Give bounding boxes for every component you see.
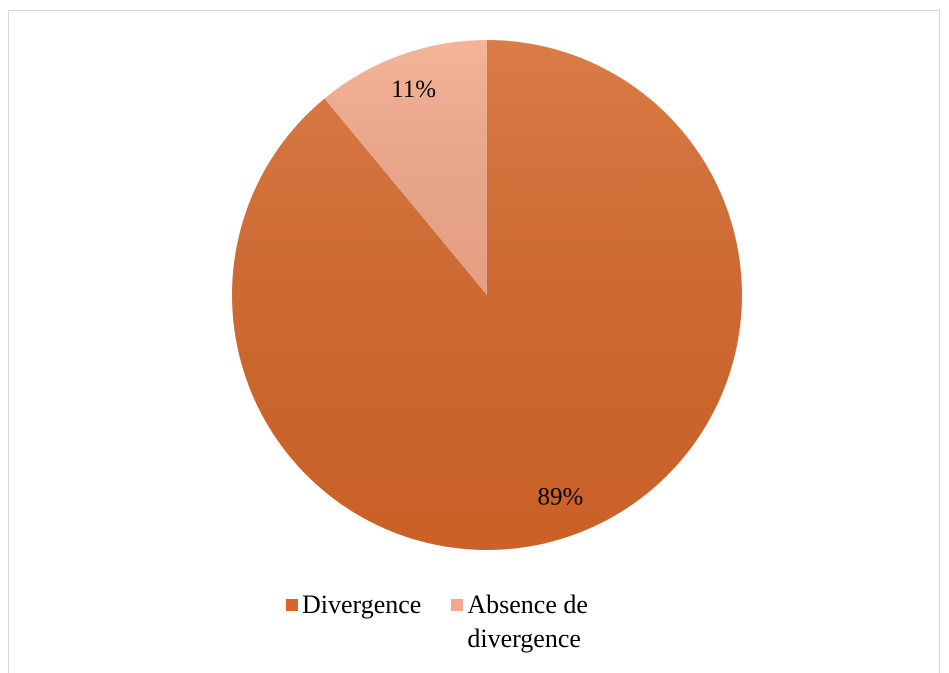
data-label: 11% (391, 76, 436, 103)
slice-shading (232, 40, 743, 551)
legend-item: Divergence (286, 588, 421, 656)
data-label: 89% (538, 484, 584, 511)
chart-border (8, 10, 940, 673)
pie (232, 40, 743, 551)
legend-label: Divergence (302, 590, 422, 619)
legend-swatch (286, 599, 298, 611)
legend-label: Absence de divergence (467, 590, 588, 653)
legend-item: Absence de divergence (451, 588, 637, 656)
legend: Divergence Absence de divergence (286, 588, 637, 656)
slice-shading (324, 40, 487, 295)
legend-swatch (451, 599, 464, 611)
